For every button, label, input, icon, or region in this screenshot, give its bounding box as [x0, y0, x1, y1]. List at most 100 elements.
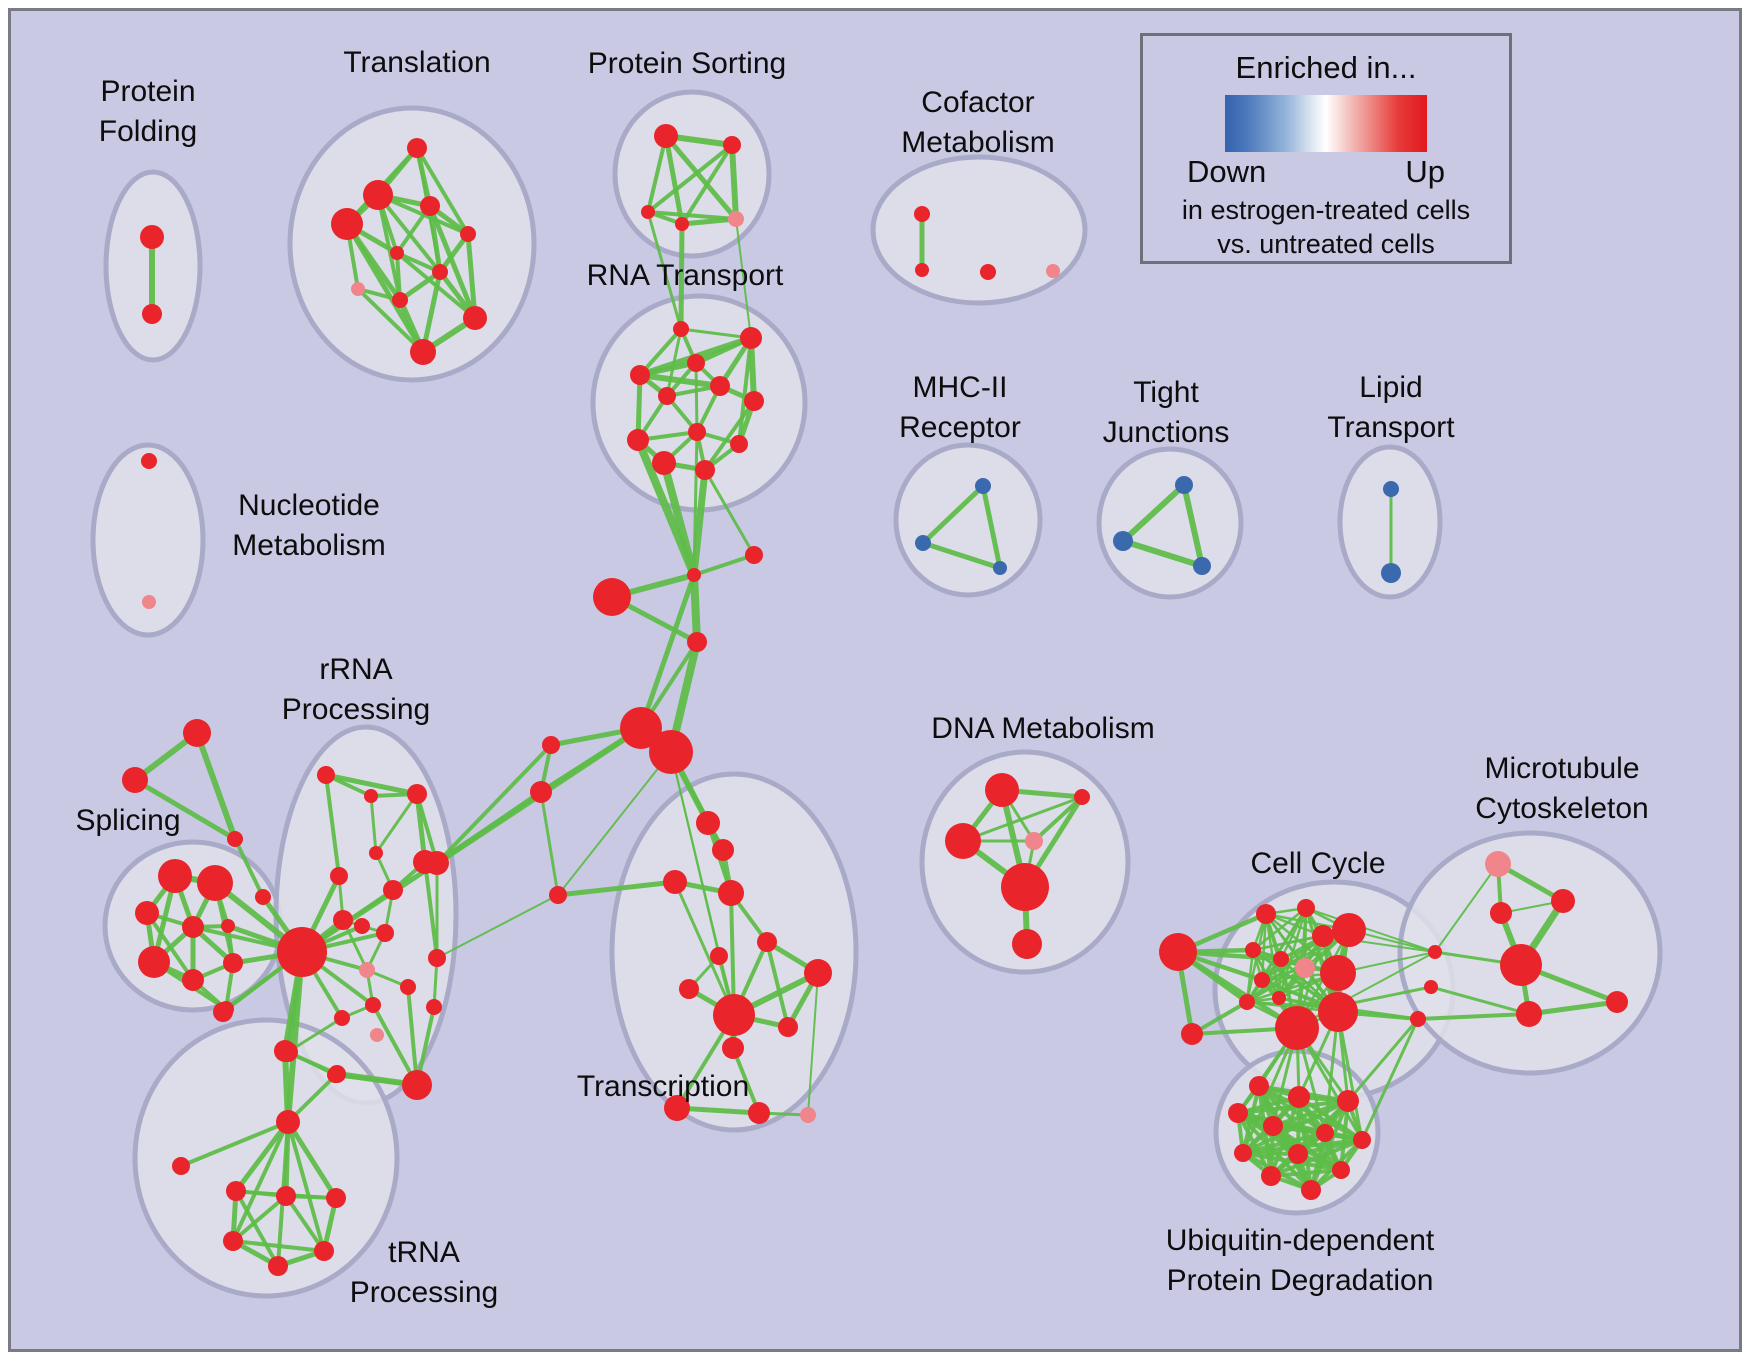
node-tr14 [800, 1107, 816, 1123]
node-rbh [277, 927, 327, 977]
node-tr7 [679, 979, 699, 999]
edge-tn1-tn2 [179, 1120, 290, 1168]
cluster-label-cofactor-metabolism-line2: Metabolism [901, 126, 1054, 159]
node-rt7 [744, 391, 764, 411]
edge-tj1-tj3 [1181, 482, 1205, 569]
edge-tn6-tn7 [231, 1239, 326, 1253]
cluster-label-transcription: Transcription [577, 1070, 749, 1103]
node-tr5 [757, 932, 777, 952]
edge-rt11-hub1 [660, 459, 698, 579]
node-nm2 [142, 595, 156, 609]
edge-mt1-mtc [1434, 863, 1499, 953]
node-rb19 [402, 1070, 432, 1100]
edge-dm2-dm3 [961, 795, 1084, 843]
node-mtc [1428, 945, 1442, 959]
edge-rb9-rb21 [423, 860, 439, 960]
node-tg3 [227, 831, 243, 847]
edge-dn2-trl [557, 751, 672, 896]
cluster-ellipse-nucleotide-metabolism [90, 442, 206, 638]
node-ps2 [723, 136, 741, 154]
node-ub2 [1288, 1086, 1310, 1108]
edge-t5-t10 [465, 231, 478, 321]
node-cc9 [1254, 972, 1270, 988]
node-ub7 [1353, 1131, 1371, 1149]
node-tr10 [778, 1017, 798, 1037]
cluster-label-rrna-processing-line1: rRNA [319, 653, 392, 686]
cluster-label-protein-folding-line1: Protein [100, 75, 195, 108]
node-cc7 [1295, 958, 1315, 978]
node-t3 [420, 196, 440, 216]
node-hub1 [687, 568, 701, 582]
node-tr12 [664, 1095, 690, 1121]
node-sp5 [221, 919, 235, 933]
node-mtc2 [1424, 980, 1438, 994]
node-tr4 [718, 880, 744, 906]
node-t7 [432, 264, 448, 280]
node-cc14 [1318, 992, 1358, 1032]
node-tr9 [713, 994, 755, 1036]
legend-title: Enriched in... [1235, 50, 1417, 85]
edge-t3-t10 [427, 203, 478, 321]
edge-tn1-tn7 [286, 1120, 326, 1253]
legend-down-label: Down [1187, 154, 1267, 189]
edge-rb4-rb11 [374, 792, 419, 855]
edge-tr8-tr14 [807, 972, 819, 1116]
edge-mtc3-ub7 [1360, 1017, 1420, 1142]
node-dm3 [945, 823, 981, 859]
edge-hub1-cn1 [690, 571, 701, 646]
node-tn11 [328, 1065, 346, 1083]
cluster-label-cofactor-metabolism-line1: Cofactor [921, 86, 1034, 119]
node-pf1 [140, 225, 164, 249]
cluster-label-tight-junctions-line2: Junctions [1103, 416, 1230, 449]
legend-up-label: Up [1405, 154, 1445, 189]
node-tr1 [696, 811, 720, 835]
cluster-ellipse-mhc-ii-receptor [893, 442, 1043, 598]
node-ub8 [1234, 1144, 1252, 1162]
edge-t7-t11 [420, 269, 443, 355]
node-tr8 [804, 959, 832, 987]
node-cc10 [1272, 991, 1286, 1005]
node-tg1 [183, 719, 211, 747]
node-rb9 [413, 850, 437, 874]
edge-ps4-ps5 [679, 216, 739, 227]
edge-tn4-tn6 [231, 1194, 288, 1243]
cluster-ellipse-cofactor-metabolism [870, 154, 1088, 306]
node-rb10 [383, 880, 403, 900]
node-rt4 [630, 365, 650, 385]
edge-mtc3-ub3 [1346, 1017, 1420, 1103]
node-rt13 [745, 546, 763, 564]
node-tr3 [663, 870, 687, 894]
node-mt4 [1500, 944, 1542, 986]
node-cc0 [1159, 933, 1197, 971]
node-dn2 [649, 730, 693, 774]
node-rb12 [359, 962, 375, 978]
node-tj3 [1193, 557, 1211, 575]
legend-endpoints: Down Up [1143, 152, 1509, 190]
cluster-label-microtubule-cytoskeleton-line1: Microtubule [1484, 752, 1639, 785]
node-tj2 [1113, 531, 1133, 551]
edge-t7-t9 [397, 269, 443, 303]
edge-tr5-tr10 [765, 940, 790, 1029]
edge-t1-t5 [415, 146, 470, 236]
node-pf2 [142, 304, 162, 324]
edge-rb14-rb19 [371, 1003, 419, 1087]
node-t5 [460, 226, 476, 242]
node-cc6 [1273, 951, 1289, 967]
node-ub1 [1249, 1076, 1269, 1096]
node-rt9 [627, 429, 649, 451]
cluster-label-lipid-transport-line1: Lipid [1359, 371, 1422, 404]
edge-mt5-mtc3 [1416, 1012, 1531, 1021]
node-dm2 [1074, 789, 1090, 805]
node-ps4 [675, 217, 689, 231]
node-ub12 [1301, 1180, 1321, 1200]
node-mt3 [1490, 902, 1512, 924]
legend-box: Enriched in... Down Up in estrogen-treat… [1140, 33, 1512, 264]
edge-mh1-mh2 [920, 483, 986, 546]
node-ccb [1181, 1023, 1203, 1045]
edge-rt13-hub1 [692, 553, 756, 577]
edge-ps4-rt1 [678, 221, 685, 332]
edge-mtc-cc2 [1305, 907, 1436, 953]
node-lp1 [1383, 481, 1399, 497]
node-tn9 [213, 1002, 233, 1022]
